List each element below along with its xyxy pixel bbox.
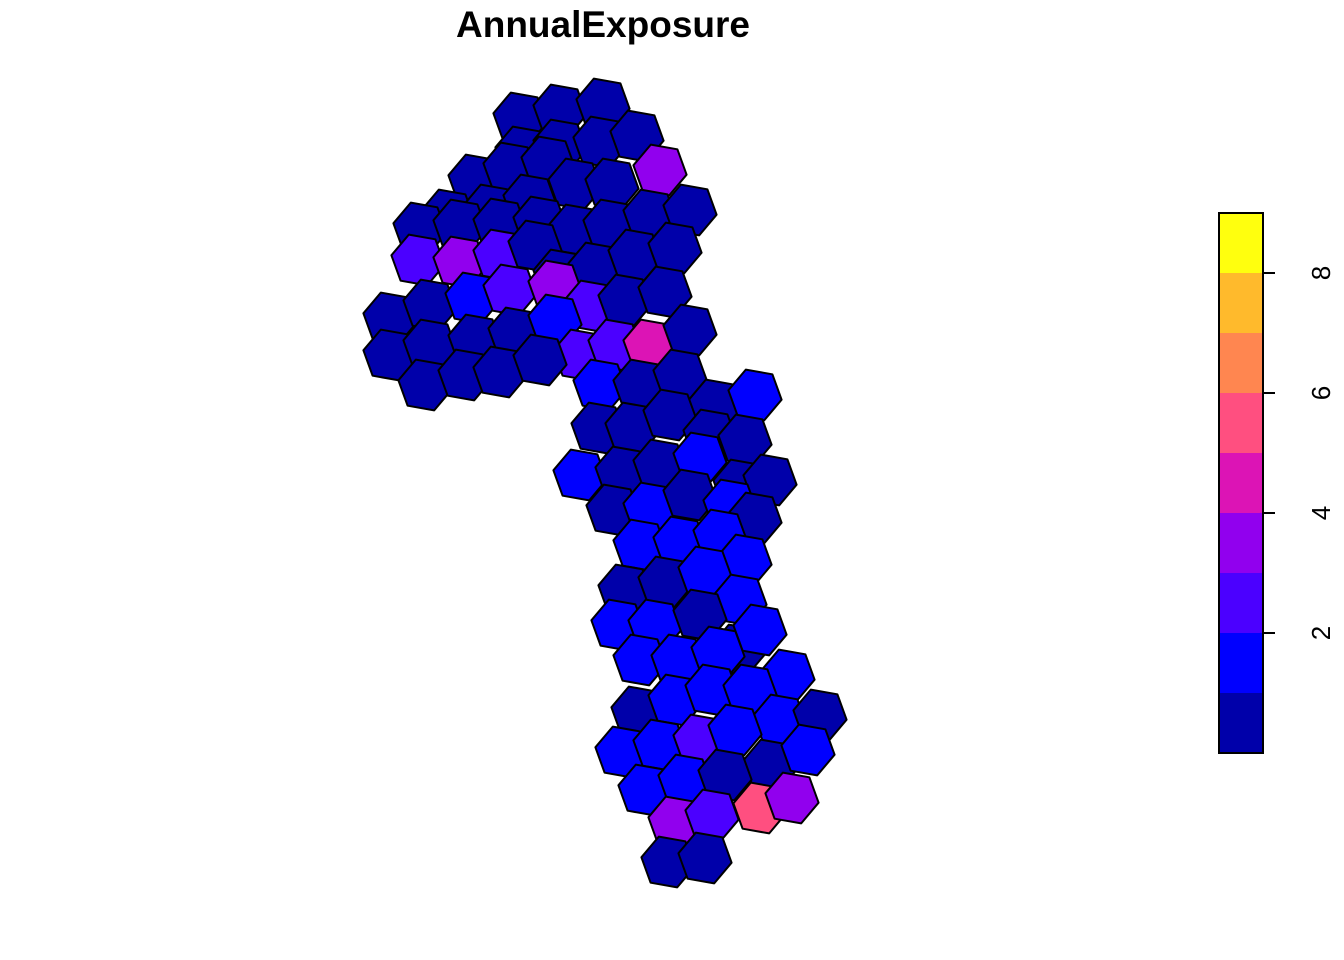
legend-bin: [1219, 633, 1263, 693]
legend-bin: [1219, 693, 1263, 753]
map-cells: [362, 77, 848, 889]
legend-bin: [1219, 213, 1263, 273]
legend-tick-label: 2: [1306, 626, 1336, 640]
legend-bin: [1219, 573, 1263, 633]
map-cell: [780, 723, 836, 777]
legend-bin: [1219, 273, 1263, 333]
legend-bin: [1219, 453, 1263, 513]
map-title: AnnualExposure: [456, 4, 750, 45]
legend-tick-label: 6: [1306, 386, 1336, 400]
legend-bin: [1219, 513, 1263, 573]
map-cell: [662, 183, 718, 237]
map-cell: [662, 468, 718, 522]
map-cell: [662, 303, 718, 357]
legend-color-bins: [1219, 213, 1263, 753]
legend-ticks: 2 4 6 8: [1263, 266, 1336, 640]
map-cell: [612, 633, 668, 687]
legend-bin: [1219, 393, 1263, 453]
map-cell: [677, 831, 733, 885]
legend-bin: [1219, 333, 1263, 393]
map-cell: [707, 703, 763, 757]
legend-tick-label: 4: [1306, 506, 1336, 520]
legend-tick-label: 8: [1306, 266, 1336, 280]
map-cell: [742, 453, 798, 507]
map-cell: [632, 143, 688, 197]
map-cell: [642, 388, 698, 442]
map-cell: [512, 333, 568, 387]
map-cell: [552, 448, 608, 502]
map-cell: [727, 368, 783, 422]
legend-frame: [1218, 212, 1264, 754]
map-cell: [732, 603, 788, 657]
map-cell: [764, 771, 820, 825]
map-cell: [697, 748, 753, 802]
